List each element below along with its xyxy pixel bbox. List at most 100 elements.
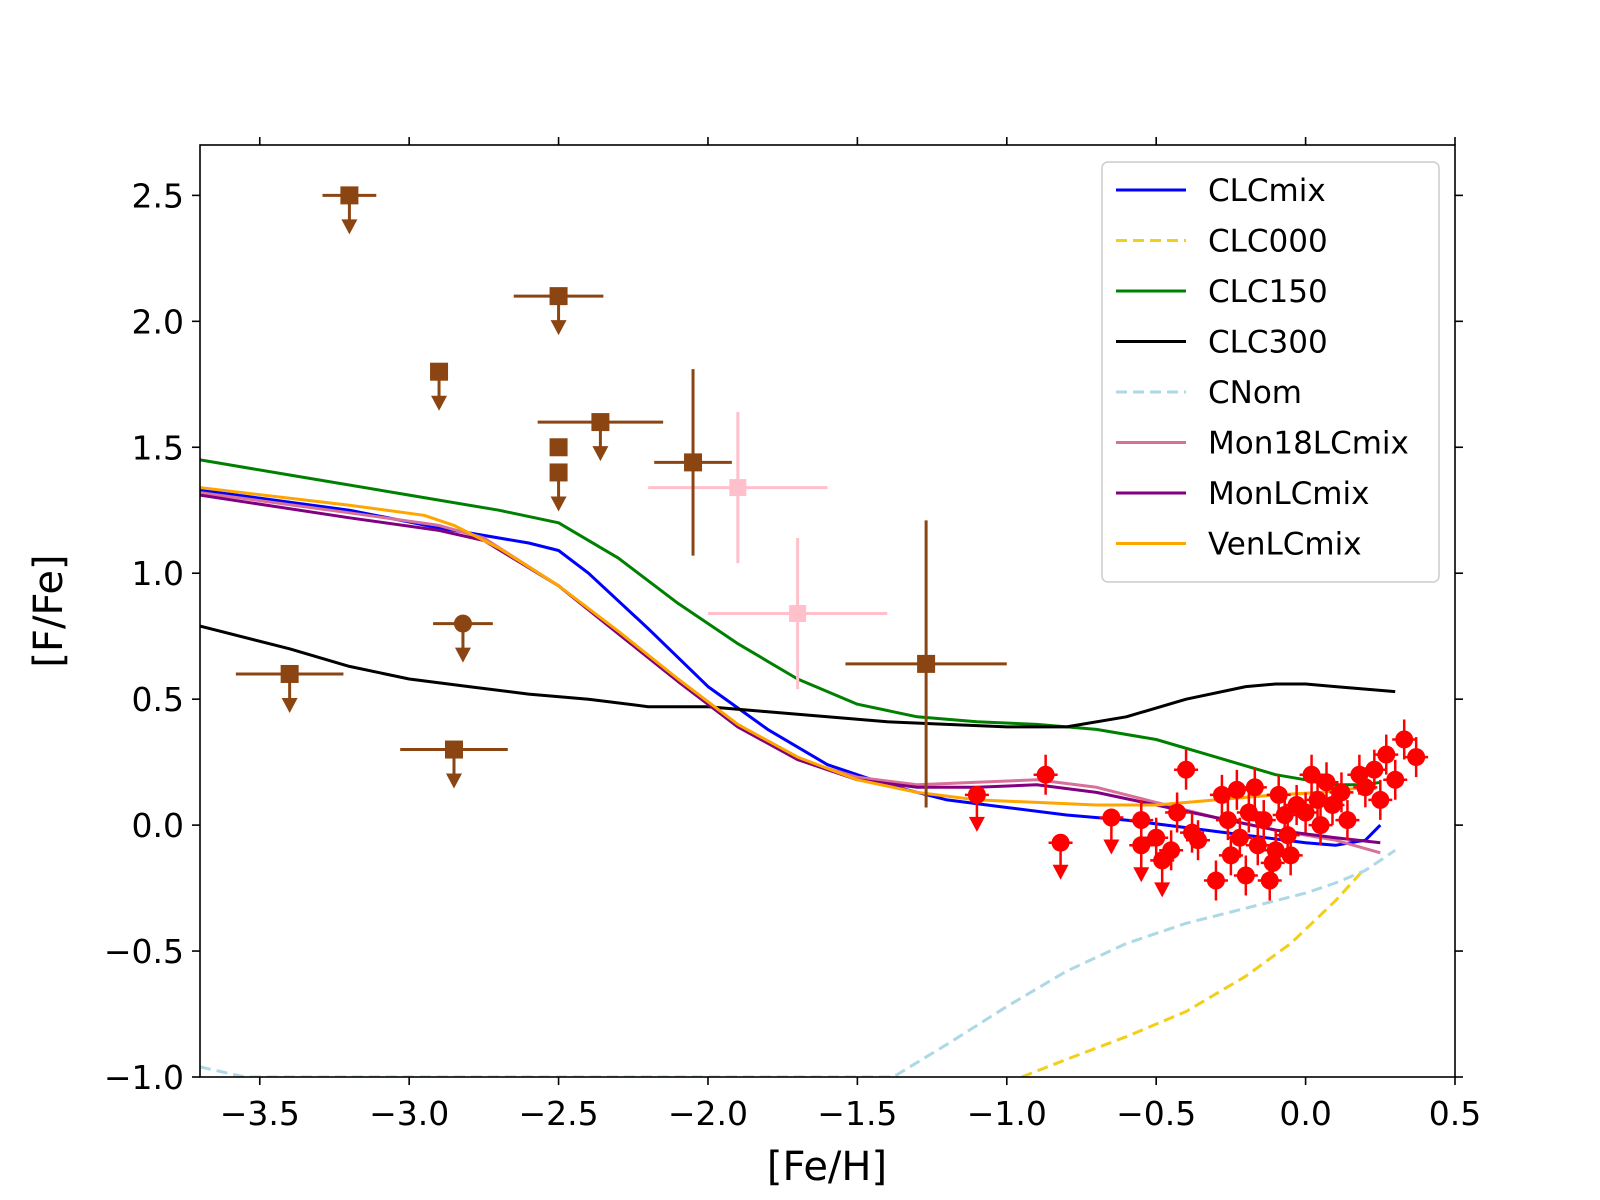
y-tick-label: 1.5 xyxy=(132,428,184,467)
red-point-marker xyxy=(1162,841,1181,860)
plot-frame xyxy=(199,144,1456,1078)
x-tick-label: −3.5 xyxy=(220,1094,300,1133)
red-point-marker xyxy=(1254,811,1273,830)
red-point-marker xyxy=(1189,831,1208,850)
x-tick-label: −1.5 xyxy=(817,1094,897,1133)
y-tick-label: 1.0 xyxy=(132,554,184,593)
brown-point-arrow-head xyxy=(431,395,448,411)
red-point-marker xyxy=(1386,770,1405,789)
red-point-marker xyxy=(1281,846,1300,865)
legend: CLCmix CLC000 CLC150 CLC300 CNom Mon18LCmix Mo… xyxy=(1101,161,1440,583)
red-point-marker xyxy=(1102,808,1121,827)
brown-point-marker xyxy=(444,740,463,759)
legend-label-venlcmix: VenLCmix xyxy=(1208,527,1362,563)
legend-label-clc150: CLC150 xyxy=(1208,274,1328,310)
pink-point-marker xyxy=(729,479,747,497)
red-point-marker xyxy=(1168,803,1187,822)
red-point-arrow-head xyxy=(968,816,985,832)
red-point-marker xyxy=(1177,760,1196,779)
brown-point-arrow-head xyxy=(445,773,462,789)
red-point-marker xyxy=(1302,765,1321,784)
legend-label-clcmix: CLCmix xyxy=(1208,173,1326,209)
red-point-marker xyxy=(1147,828,1166,847)
red-point-marker xyxy=(1230,828,1249,847)
y-tick-label: 0.5 xyxy=(132,680,184,719)
red-point-marker xyxy=(1132,811,1151,830)
series-line-cnom xyxy=(200,849,1397,1077)
y-tick-label: 0.0 xyxy=(132,806,184,845)
series-line-venlcmix xyxy=(200,486,1366,807)
y-tick-label: −1.0 xyxy=(104,1058,184,1097)
red-point-marker xyxy=(967,785,986,804)
x-tick-label: −0.5 xyxy=(1116,1094,1196,1133)
brown-point-arrow-head xyxy=(341,219,358,235)
brown-point-marker xyxy=(280,664,299,683)
red-point-marker xyxy=(1260,871,1279,890)
red-point-marker xyxy=(1206,871,1225,890)
series-line-clc000 xyxy=(1021,866,1367,1077)
series-line-clc150 xyxy=(200,458,1381,787)
brown-point-arrow-head xyxy=(592,446,609,462)
red-point-marker xyxy=(1269,785,1288,804)
y-axis-label: [F/Fe] xyxy=(26,554,72,667)
red-point-marker xyxy=(1036,765,1055,784)
red-point-marker xyxy=(1407,748,1426,767)
brown-point-marker xyxy=(549,463,568,482)
y-tick-label: −0.5 xyxy=(104,932,184,971)
red-point-marker xyxy=(1323,795,1342,814)
brown-point-marker xyxy=(453,614,472,633)
x-tick-label: 0.0 xyxy=(1279,1094,1331,1133)
red-point-marker xyxy=(1338,811,1357,830)
points-layer xyxy=(235,186,1429,901)
legend-label-clc300: CLC300 xyxy=(1208,325,1328,361)
red-point-marker xyxy=(1296,803,1315,822)
red-point-marker xyxy=(1311,816,1330,835)
red-point-marker xyxy=(1371,790,1390,809)
red-point-marker xyxy=(1227,780,1246,799)
red-point-marker xyxy=(1356,778,1375,797)
red-point-marker xyxy=(1239,803,1258,822)
legend-label-monlcmix: MonLCmix xyxy=(1208,476,1369,512)
legend-label-cnom: CNom xyxy=(1208,375,1302,411)
brown-point-arrow-head xyxy=(550,320,567,336)
red-point-marker xyxy=(1221,846,1240,865)
pink-point-marker xyxy=(789,605,807,623)
y-tick-label: 2.0 xyxy=(132,302,184,341)
x-tick-label: −1.0 xyxy=(967,1094,1047,1133)
legend-label-clc000: CLC000 xyxy=(1208,224,1328,260)
red-point-marker xyxy=(1245,778,1264,797)
red-point-arrow-head xyxy=(1133,867,1150,883)
red-point-arrow-head xyxy=(1103,839,1120,855)
brown-point-marker xyxy=(591,413,610,432)
brown-point-marker xyxy=(549,438,568,457)
red-point-marker xyxy=(1275,806,1294,825)
x-tick-label: −3.0 xyxy=(369,1094,449,1133)
red-point-arrow-head xyxy=(1154,882,1171,898)
brown-point-marker xyxy=(430,362,449,381)
brown-point-arrow-head xyxy=(454,647,471,663)
red-point-marker xyxy=(1365,760,1384,779)
red-point-marker xyxy=(1317,773,1336,792)
red-point-marker xyxy=(1332,783,1351,802)
red-point-marker xyxy=(1051,833,1070,852)
ticks-layer: −3.5 −3.0 −2.5 −2.0 −1.5 −1.0 −0.5 0.0 0.5 −1.0 −0… xyxy=(104,137,1481,1133)
red-point-marker xyxy=(1395,730,1414,749)
x-tick-label: −2.5 xyxy=(519,1094,599,1133)
legend-label-mon18lcmix: Mon18LCmix xyxy=(1208,426,1409,462)
series-line-clc300 xyxy=(200,624,1396,729)
x-tick-label: −2.0 xyxy=(668,1094,748,1133)
red-point-marker xyxy=(1377,745,1396,764)
red-point-arrow-head xyxy=(1052,864,1069,880)
red-point-marker xyxy=(1278,826,1297,845)
x-tick-label: 0.5 xyxy=(1429,1094,1481,1133)
brown-point-arrow-head xyxy=(281,697,298,713)
brown-point-marker xyxy=(549,287,568,306)
brown-point-marker xyxy=(340,186,359,205)
red-point-marker xyxy=(1218,811,1237,830)
brown-point-marker xyxy=(684,453,703,472)
red-point-marker xyxy=(1236,866,1255,885)
red-point-marker xyxy=(1248,836,1267,855)
legend-box xyxy=(1101,161,1440,583)
y-tick-label: 2.5 xyxy=(132,176,184,215)
brown-point-arrow-head xyxy=(550,496,567,512)
